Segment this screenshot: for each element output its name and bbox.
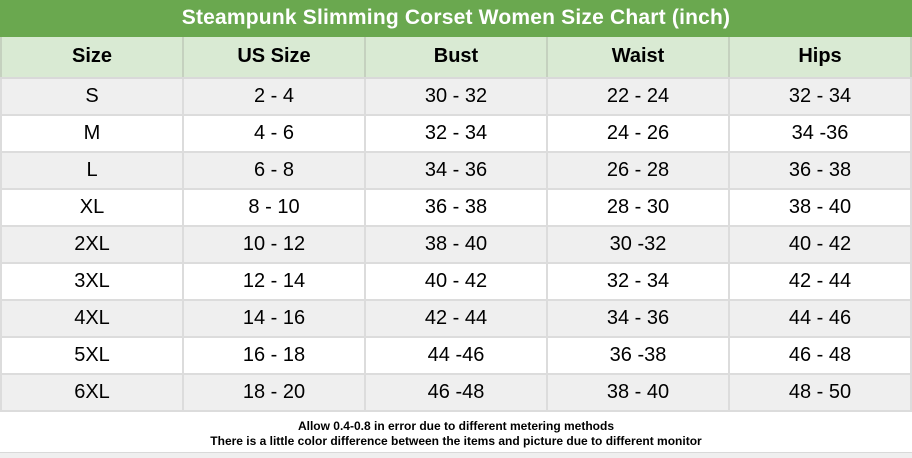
table-cell: 34 - 36 — [365, 151, 548, 190]
table-cell: 40 - 42 — [365, 262, 548, 301]
table-cell: 14 - 16 — [183, 299, 366, 338]
table-cell: 32 - 34 — [547, 262, 730, 301]
table-cell: 12 - 14 — [183, 262, 366, 301]
column-header-size: Size — [0, 36, 184, 79]
table-cell: 36 -38 — [547, 336, 730, 375]
chart-title-bar: Steampunk Slimming Corset Women Size Cha… — [0, 0, 912, 37]
table-row-2xl: 2XL 10 - 12 38 - 40 30 -32 40 - 42 — [0, 225, 912, 264]
table-cell: 6XL — [0, 373, 184, 412]
table-row-s: S 2 - 4 30 - 32 22 - 24 32 - 34 — [0, 77, 912, 116]
column-header-hips: Hips — [729, 36, 912, 79]
table-cell: 32 - 34 — [365, 114, 548, 153]
table-cell: 4XL — [0, 299, 184, 338]
table-cell: 48 - 50 — [729, 373, 912, 412]
table-row-l: L 6 - 8 34 - 36 26 - 28 36 - 38 — [0, 151, 912, 190]
table-row-m: M 4 - 6 32 - 34 24 - 26 34 -36 — [0, 114, 912, 153]
table-row-xl: XL 8 - 10 36 - 38 28 - 30 38 - 40 — [0, 188, 912, 227]
table-cell: 38 - 40 — [729, 188, 912, 227]
table-cell: 42 - 44 — [365, 299, 548, 338]
column-header-row: Size US Size Bust Waist Hips — [0, 36, 912, 79]
chart-title: Steampunk Slimming Corset Women Size Cha… — [181, 6, 731, 30]
table-cell: 30 -32 — [547, 225, 730, 264]
table-cell: 34 - 36 — [547, 299, 730, 338]
size-chart-table: Size US Size Bust Waist Hips S 2 - 4 30 … — [0, 36, 912, 412]
table-cell: 40 - 42 — [729, 225, 912, 264]
table-cell: XL — [0, 188, 184, 227]
table-cell: 4 - 6 — [183, 114, 366, 153]
table-cell: 38 - 40 — [547, 373, 730, 412]
table-cell: 34 -36 — [729, 114, 912, 153]
table-cell: 22 - 24 — [547, 77, 730, 116]
table-cell: 3XL — [0, 262, 184, 301]
table-cell: 36 - 38 — [729, 151, 912, 190]
column-header-us-size: US Size — [183, 36, 366, 79]
table-cell: 44 -46 — [365, 336, 548, 375]
table-cell: L — [0, 151, 184, 190]
footer-notes: Allow 0.4-0.8 in error due to different … — [0, 411, 912, 453]
column-header-bust: Bust — [365, 36, 548, 79]
column-header-waist: Waist — [547, 36, 730, 79]
table-cell: 16 - 18 — [183, 336, 366, 375]
table-cell: 38 - 40 — [365, 225, 548, 264]
table-cell: 46 - 48 — [729, 336, 912, 375]
table-cell: 42 - 44 — [729, 262, 912, 301]
table-cell: 2XL — [0, 225, 184, 264]
table-row-6xl: 6XL 18 - 20 46 -48 38 - 40 48 - 50 — [0, 373, 912, 412]
table-cell: 26 - 28 — [547, 151, 730, 190]
table-cell: 5XL — [0, 336, 184, 375]
table-cell: 10 - 12 — [183, 225, 366, 264]
table-cell: 6 - 8 — [183, 151, 366, 190]
table-cell: 32 - 34 — [729, 77, 912, 116]
table-row-4xl: 4XL 14 - 16 42 - 44 34 - 36 44 - 46 — [0, 299, 912, 338]
table-row-3xl: 3XL 12 - 14 40 - 42 32 - 34 42 - 44 — [0, 262, 912, 301]
table-cell: 24 - 26 — [547, 114, 730, 153]
footer-note-metering: Allow 0.4-0.8 in error due to different … — [297, 418, 615, 433]
table-cell: 44 - 46 — [729, 299, 912, 338]
table-cell: M — [0, 114, 184, 153]
table-cell: 36 - 38 — [365, 188, 548, 227]
table-cell: 8 - 10 — [183, 188, 366, 227]
table-cell: S — [0, 77, 184, 116]
footer-note-color: There is a little color difference betwe… — [210, 433, 702, 448]
table-cell: 30 - 32 — [365, 77, 548, 116]
table-cell: 46 -48 — [365, 373, 548, 412]
bottom-strip — [0, 452, 912, 458]
table-row-5xl: 5XL 16 - 18 44 -46 36 -38 46 - 48 — [0, 336, 912, 375]
table-cell: 2 - 4 — [183, 77, 366, 116]
table-cell: 28 - 30 — [547, 188, 730, 227]
table-cell: 18 - 20 — [183, 373, 366, 412]
